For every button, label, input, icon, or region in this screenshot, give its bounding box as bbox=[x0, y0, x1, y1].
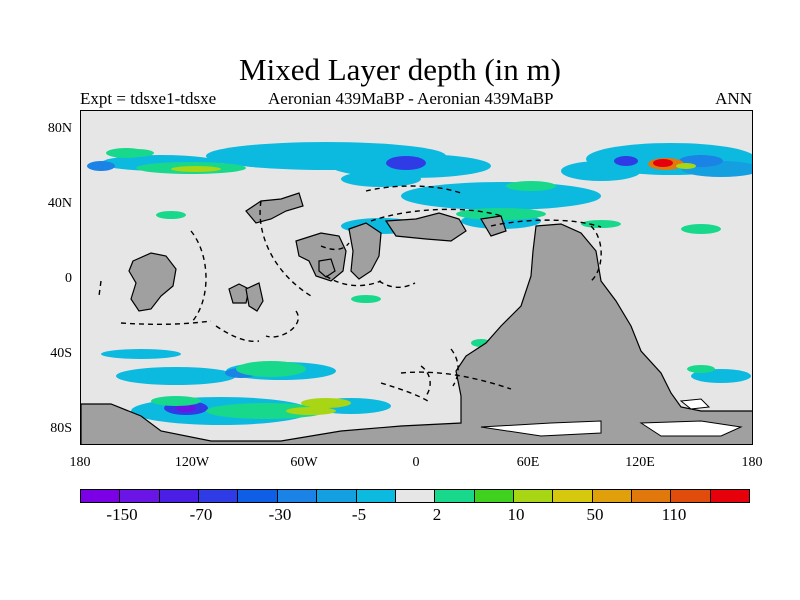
experiment-label: Expt = tdsxe1-tdsxe bbox=[80, 89, 217, 108]
colorbar-swatch bbox=[592, 490, 633, 502]
colorbar-swatch bbox=[710, 490, 750, 502]
colorbar-label: -5 bbox=[351, 505, 367, 524]
lon-label-0: 0 bbox=[412, 455, 420, 470]
colorbar-swatch bbox=[238, 490, 278, 502]
lon-label-60e: 60E bbox=[516, 455, 540, 470]
map-title: Mixed Layer depth (in m) bbox=[239, 52, 561, 87]
colorbar-swatch bbox=[632, 490, 672, 502]
colorbar-label: 10 bbox=[507, 505, 525, 524]
season-label: ANN bbox=[715, 89, 752, 108]
colorbar bbox=[80, 489, 750, 503]
colorbar-label: 50 bbox=[586, 505, 604, 524]
lat-label-40n: 40N bbox=[47, 196, 72, 211]
colorbar-swatch bbox=[356, 490, 396, 502]
lat-label-0: 0 bbox=[65, 271, 72, 286]
colorbar-swatch bbox=[81, 490, 121, 502]
colorbar-swatch bbox=[159, 490, 200, 502]
strong-positive-core bbox=[648, 158, 696, 170]
colorbar-label: -70 bbox=[189, 505, 213, 524]
lon-label-120e: 120E bbox=[625, 455, 655, 470]
map-field bbox=[81, 142, 752, 444]
positive-anomaly-patches bbox=[118, 149, 721, 419]
colorbar-swatch bbox=[317, 490, 357, 502]
colorbar-swatch bbox=[395, 490, 436, 502]
colorbar-swatch bbox=[199, 490, 239, 502]
colorbar-label: -30 bbox=[268, 505, 292, 524]
dashed-contours bbox=[98, 185, 602, 404]
colorbar-swatch bbox=[671, 490, 711, 502]
lon-label-60w: 60W bbox=[290, 455, 318, 470]
lon-label-180e: 180 bbox=[741, 455, 763, 470]
strong-negative-cores bbox=[87, 155, 723, 415]
colorbar-label: 110 bbox=[661, 505, 687, 524]
land-edge-patches bbox=[480, 398, 743, 437]
lat-label-80s: 80S bbox=[50, 421, 72, 436]
colorbar-swatch bbox=[435, 490, 475, 502]
lat-label-40s: 40S bbox=[50, 346, 72, 361]
colorbar-label: -150 bbox=[106, 505, 138, 524]
period-label: Aeronian 439MaBP - Aeronian 439MaBP bbox=[268, 89, 554, 108]
colorbar-swatch bbox=[553, 490, 593, 502]
lon-label-180w: 180 bbox=[69, 455, 91, 470]
colorbar-swatch bbox=[277, 490, 318, 502]
map-plot-area bbox=[80, 110, 753, 445]
colorbar-label: 2 bbox=[432, 505, 442, 524]
colorbar-swatch bbox=[513, 490, 554, 502]
lat-label-80n: 80N bbox=[47, 121, 72, 136]
colorbar-swatch bbox=[120, 490, 160, 502]
lon-label-120w: 120W bbox=[174, 455, 210, 470]
land-masses bbox=[81, 192, 752, 444]
colorbar-swatch bbox=[474, 490, 514, 502]
